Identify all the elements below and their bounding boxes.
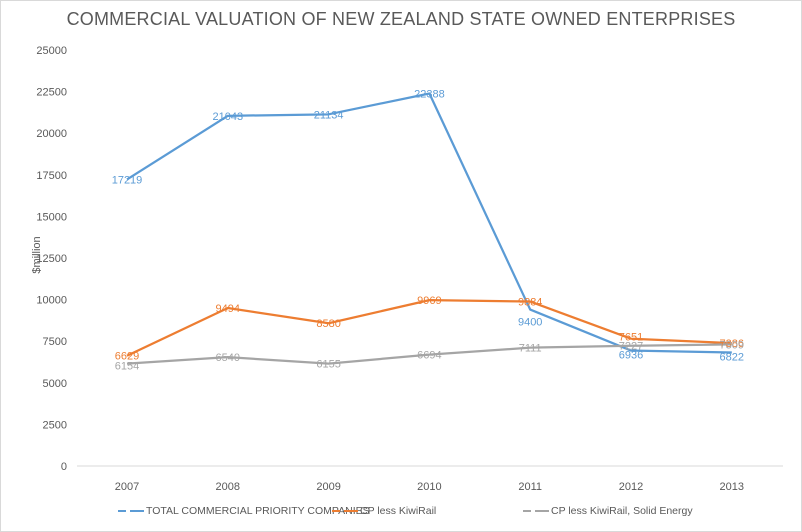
y-tick-label: 5000 <box>43 378 67 390</box>
data-label: 21043 <box>213 111 244 123</box>
y-tick-label: 12500 <box>36 253 67 265</box>
y-tick-label: 15000 <box>36 211 67 223</box>
data-label: 6822 <box>720 351 744 363</box>
y-tick-label: 25000 <box>36 45 67 57</box>
data-label: 6936 <box>619 350 643 362</box>
y-tick-label: 20000 <box>36 128 67 140</box>
legend-item-2: CP less KiwiRail, Solid Energy <box>523 505 693 517</box>
data-label: 9400 <box>518 317 542 329</box>
x-tick-label: 2012 <box>619 481 643 493</box>
series-line-2 <box>126 343 732 365</box>
y-tick-label: 7500 <box>43 336 67 348</box>
legend-label: CP less KiwiRail, Solid Energy <box>551 505 693 517</box>
legend-swatch <box>118 510 144 512</box>
legend-label: CP less KiwiRail <box>360 505 437 517</box>
data-label: 6154 <box>115 361 139 373</box>
legend-label: TOTAL COMMERCIAL PRIORITY COMPANIES <box>146 505 370 517</box>
data-label: 6629 <box>115 351 139 363</box>
series-line-1 <box>126 298 732 357</box>
legend: TOTAL COMMERCIAL PRIORITY COMPANIES CP le… <box>0 505 802 521</box>
y-tick-label: 22500 <box>36 87 67 99</box>
x-tick-label: 2013 <box>720 481 744 493</box>
y-tick-label: 17500 <box>36 170 67 182</box>
series-line-0 <box>126 92 732 354</box>
y-tick-label: 2500 <box>43 419 67 431</box>
data-label: 9494 <box>216 303 240 315</box>
y-axis-title: $million <box>31 236 43 273</box>
data-label: 7227 <box>619 341 643 353</box>
x-tick-label: 2009 <box>316 481 340 493</box>
data-label: 7309 <box>720 339 744 351</box>
data-label: 22388 <box>414 88 445 100</box>
data-label: 21134 <box>314 109 344 121</box>
x-tick-label: 2011 <box>518 481 542 493</box>
chart-title: COMMERCIAL VALUATION OF NEW ZEALAND STAT… <box>66 9 736 29</box>
data-label: 6540 <box>216 352 240 364</box>
data-label: 8580 <box>316 318 340 330</box>
data-label: 17219 <box>112 174 143 186</box>
data-label: 7386 <box>720 338 744 350</box>
legend-item-1: CP less KiwiRail <box>332 505 436 517</box>
x-tick-label: 2007 <box>115 481 139 493</box>
data-label: 7651 <box>619 332 643 344</box>
y-tick-label: 10000 <box>36 295 67 307</box>
data-label: 9884 <box>518 297 542 309</box>
data-label: 6155 <box>316 359 340 371</box>
data-label: 6694 <box>417 350 441 362</box>
data-label: 7111 <box>519 343 542 355</box>
legend-swatch <box>332 510 358 512</box>
x-tick-label: 2008 <box>216 481 240 493</box>
legend-item-0: TOTAL COMMERCIAL PRIORITY COMPANIES <box>118 505 370 517</box>
legend-swatch <box>523 510 549 512</box>
data-label: 9969 <box>417 295 441 307</box>
y-tick-label: 0 <box>61 461 67 473</box>
x-tick-label: 2010 <box>417 481 441 493</box>
